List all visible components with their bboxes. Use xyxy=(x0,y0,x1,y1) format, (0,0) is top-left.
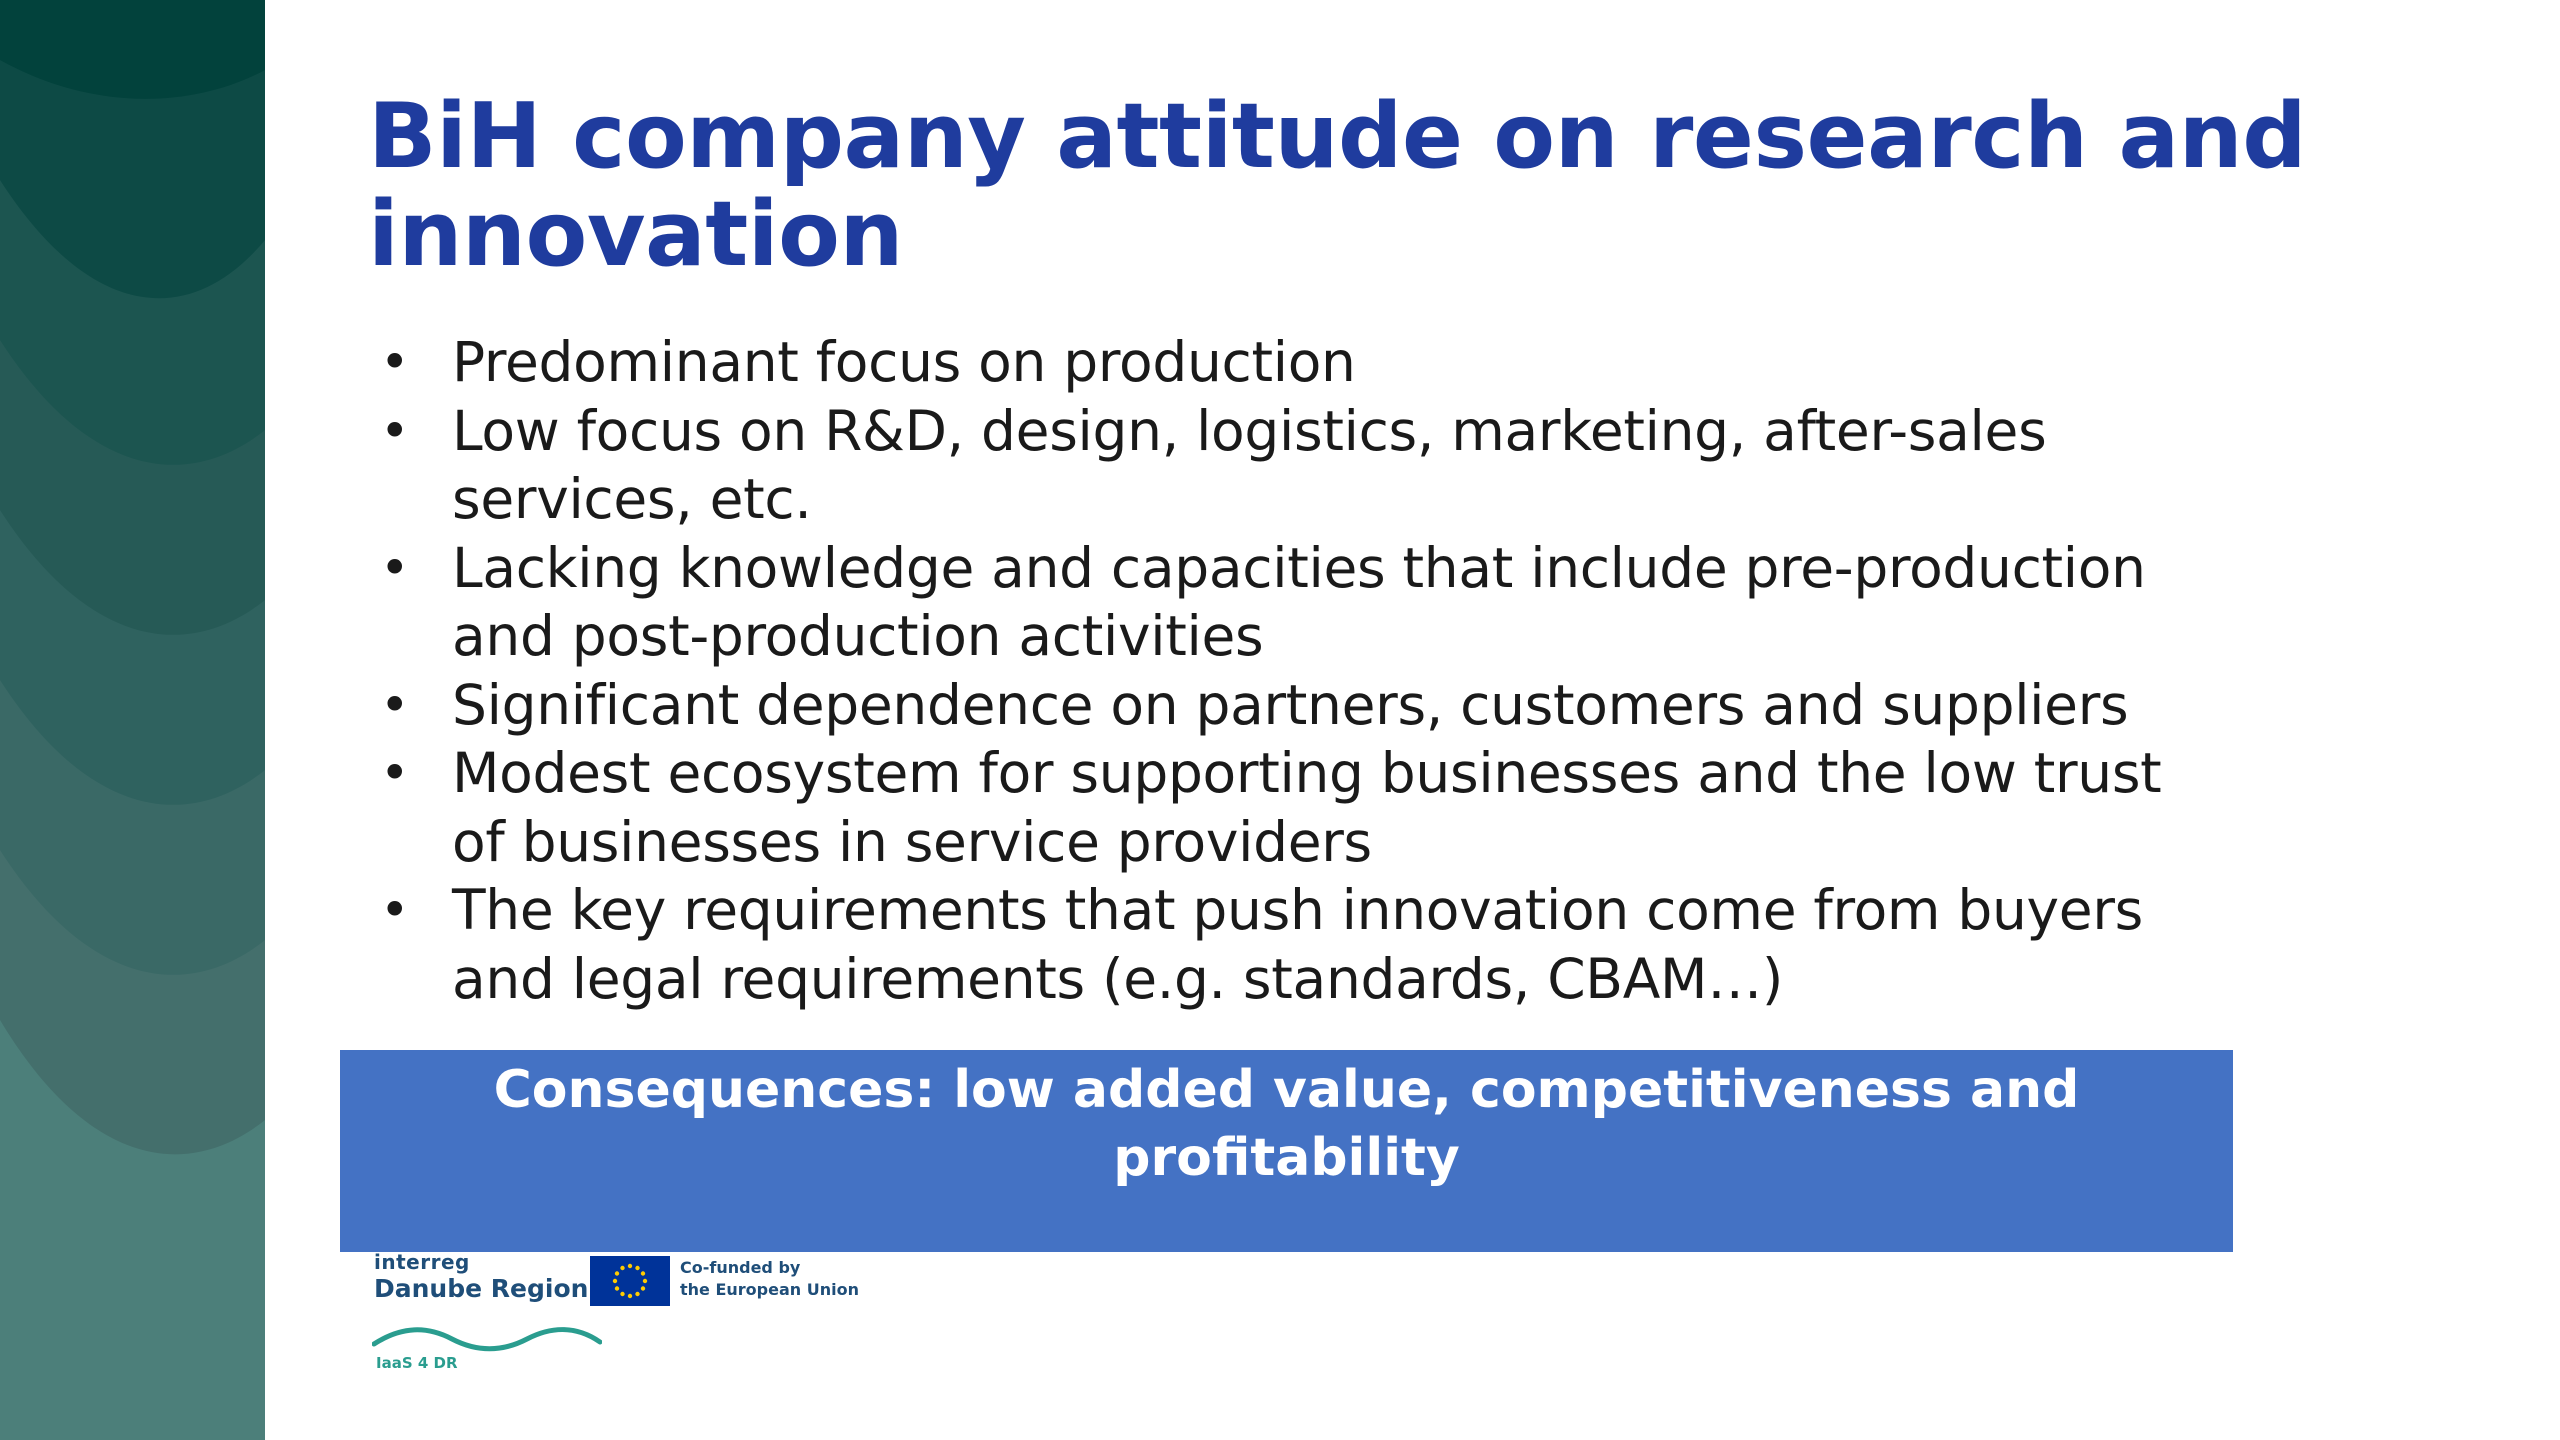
interreg-wordmark: interreg xyxy=(374,1250,470,1274)
bullet-list: • Predominant focus on production • Low fo… xyxy=(380,328,2200,1013)
wave-logo-icon xyxy=(372,1327,602,1352)
consequence-text: Consequences: low added value, competiti… xyxy=(493,1060,2080,1188)
bullet-item: • Modest ecosystem for supporting busines… xyxy=(380,739,2200,876)
program-name: Danube Region xyxy=(374,1274,589,1303)
bullet-dot: • xyxy=(380,675,410,734)
slide-title: BiH company attitude on research and inn… xyxy=(368,84,2307,287)
bullet-dot: • xyxy=(380,333,410,391)
bullet-item: • The key requirements that push innovati… xyxy=(380,876,2200,1013)
bullet-text: Lacking knowledge and capacities that in… xyxy=(452,535,2146,669)
bullet-item: • Predominant focus on production xyxy=(380,328,2200,397)
bullet-item: • Low focus on R&D, design, logistics, ma… xyxy=(380,397,2200,534)
bullet-text: Low focus on R&D, design, logistics, mar… xyxy=(452,398,2047,532)
bullet-item: • Significant dependence on partners, cus… xyxy=(380,671,2200,740)
bullet-dot: • xyxy=(380,538,410,597)
project-label: IaaS 4 DR xyxy=(376,1354,458,1372)
bullet-dot: • xyxy=(380,744,410,802)
bullet-item: • Lacking knowledge and capacities that i… xyxy=(380,534,2200,671)
cofunded-line-1: Co-funded by xyxy=(680,1258,801,1277)
wave-pattern xyxy=(0,0,265,1440)
bullet-text: Significant dependence on partners, cust… xyxy=(452,672,2129,737)
bullet-text: Modest ecosystem for supporting business… xyxy=(452,741,2162,874)
bullet-dot: • xyxy=(380,401,410,460)
bullet-dot: • xyxy=(380,881,410,939)
bullet-text: Predominant focus on production xyxy=(452,330,1356,394)
footer-logos: interreg Danube Region Co-funded by the … xyxy=(372,1250,972,1380)
cofunded-line-2: the European Union xyxy=(680,1280,859,1299)
eu-flag-icon xyxy=(590,1256,670,1306)
consequence-banner: Consequences: low added value, competiti… xyxy=(340,1050,2233,1252)
bullet-text: The key requirements that push innovatio… xyxy=(452,878,2144,1011)
decorative-sidebar xyxy=(0,0,265,1440)
